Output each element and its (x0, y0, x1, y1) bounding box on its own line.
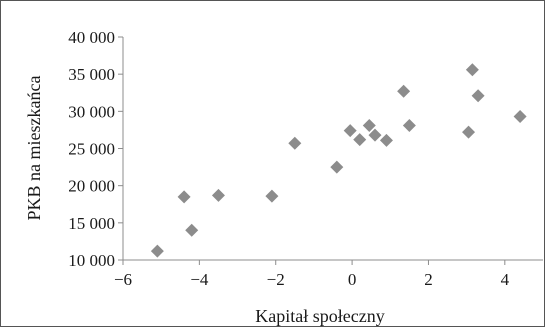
y-tick-label: 35 000 (68, 65, 115, 84)
x-tick-label: 4 (501, 270, 510, 289)
data-point (362, 118, 376, 132)
y-tick-label: 10 000 (68, 251, 115, 270)
data-point (177, 190, 191, 204)
y-axis-title: PKB na mieszkańca (24, 76, 44, 221)
y-tick-label: 20 000 (68, 177, 115, 196)
y-tick-label: 25 000 (68, 140, 115, 159)
data-points (150, 63, 527, 258)
data-point (402, 118, 416, 132)
data-point (343, 124, 357, 138)
x-tick-label: 0 (348, 270, 357, 289)
data-point (513, 110, 527, 124)
y-tick-label: 30 000 (68, 102, 115, 121)
data-point (471, 89, 485, 103)
x-axis-title: Kapitał społeczny (255, 306, 384, 326)
data-point (465, 63, 479, 77)
x-tick-label: −2 (267, 270, 285, 289)
data-point (185, 223, 199, 237)
y-tick-label: 15 000 (68, 214, 115, 233)
x-tick-label: −4 (190, 270, 209, 289)
data-point (353, 133, 367, 147)
data-point (288, 136, 302, 150)
data-point (368, 128, 382, 142)
x-axis: −6 −4 −2 0 2 4 (114, 259, 543, 289)
y-axis: 10 000 15 000 20 000 25 000 30 000 35 000 40 0… (68, 28, 124, 270)
data-point (462, 125, 476, 139)
x-tick-label: 2 (424, 270, 433, 289)
data-point (330, 160, 344, 174)
data-point (397, 84, 411, 98)
data-point (150, 244, 164, 258)
y-tick-label: 40 000 (68, 28, 115, 47)
data-point (379, 133, 393, 147)
data-point (211, 188, 225, 202)
x-tick-label: −6 (114, 270, 132, 289)
data-point (265, 189, 279, 203)
